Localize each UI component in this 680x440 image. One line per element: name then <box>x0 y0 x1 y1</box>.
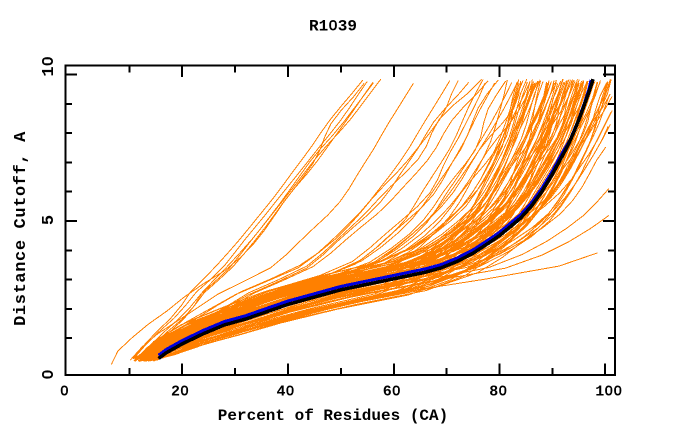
svg-text:10: 10 <box>40 56 59 76</box>
svg-text:Distance Cutoff, A: Distance Cutoff, A <box>12 131 31 326</box>
svg-text:Percent of Residues (CA): Percent of Residues (CA) <box>218 407 448 425</box>
svg-text:20: 20 <box>171 384 189 401</box>
svg-text:60: 60 <box>383 384 401 401</box>
svg-text:5: 5 <box>40 215 59 225</box>
svg-text:80: 80 <box>489 384 507 401</box>
svg-text:40: 40 <box>276 384 294 401</box>
